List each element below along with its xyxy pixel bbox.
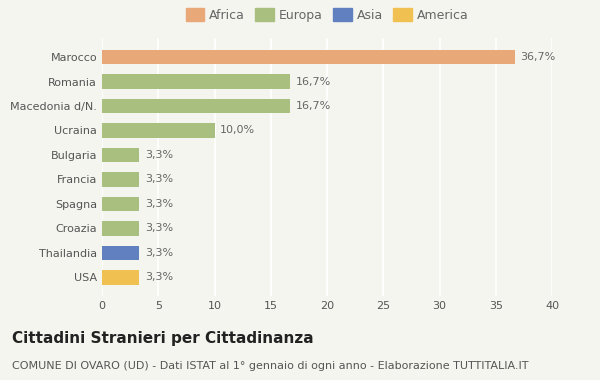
Text: COMUNE DI OVARO (UD) - Dati ISTAT al 1° gennaio di ogni anno - Elaborazione TUTT: COMUNE DI OVARO (UD) - Dati ISTAT al 1° … [12,361,529,371]
Bar [102,196,139,211]
Text: Cittadini Stranieri per Cittadinanza: Cittadini Stranieri per Cittadinanza [12,331,314,345]
Text: 36,7%: 36,7% [521,52,556,62]
Bar [102,245,139,260]
Text: 16,7%: 16,7% [296,76,331,87]
Text: 10,0%: 10,0% [220,125,255,136]
Text: 3,3%: 3,3% [145,150,173,160]
Text: 3,3%: 3,3% [145,199,173,209]
Legend: Africa, Europa, Asia, America: Africa, Europa, Asia, America [181,3,473,27]
Bar [102,123,215,138]
Text: 16,7%: 16,7% [296,101,331,111]
Bar [102,172,139,187]
Text: 3,3%: 3,3% [145,272,173,282]
Bar [102,221,139,236]
Bar [102,147,139,162]
Text: 3,3%: 3,3% [145,174,173,184]
Bar [102,270,139,285]
Bar [102,50,515,65]
Text: 3,3%: 3,3% [145,223,173,233]
Bar [102,74,290,89]
Text: 3,3%: 3,3% [145,248,173,258]
Bar [102,99,290,113]
